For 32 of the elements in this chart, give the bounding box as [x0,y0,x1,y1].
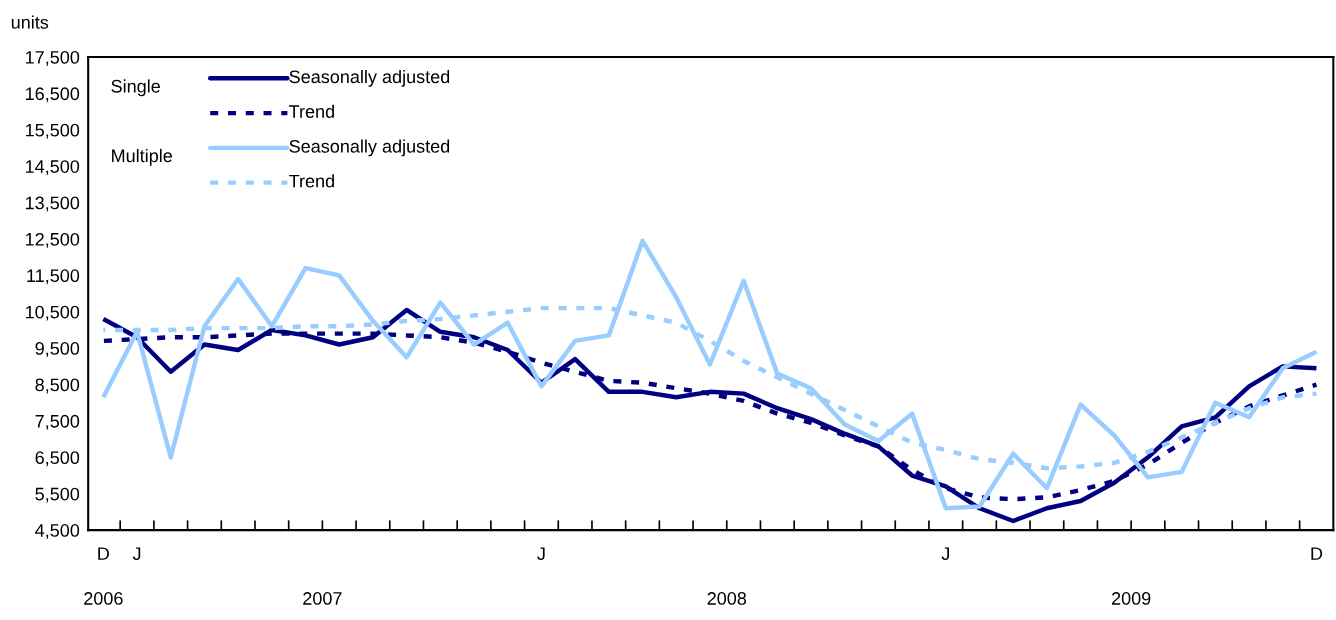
y-tick-label: 7,500 [35,414,80,430]
x-tick-label: J [132,547,141,561]
annotation: Multiple [112,148,172,166]
y-tick-label: 4,500 [35,524,80,539]
y-tick-label: 11,500 [27,269,80,285]
y-tick-label: 6,500 [35,451,80,467]
y-tick-label: 8,500 [35,378,80,394]
x-tick-label: D [1311,547,1323,560]
x-tick-label: J [941,547,949,561]
line-series [101,307,1319,524]
y-axis-title: units [11,15,49,29]
y-tick-label: 16,500 [26,87,80,103]
y-tick-label: 17,500 [26,50,80,66]
x-tick-label: J [537,547,545,561]
y-tick-label: 5,500 [35,487,80,503]
annotation: Single [111,79,160,97]
y-tick-label: 12,500 [26,232,80,248]
y-tick-label: 10,500 [26,305,80,321]
x-tick-label: D [98,547,109,560]
y-tick-label: 14,500 [26,160,80,176]
legend-label: Trend [289,104,334,118]
text: 2008 [707,592,747,605]
y-tick-label: 15,500 [26,123,80,139]
y-tick-label: 13,500 [26,196,80,212]
text: 2007 [303,592,342,605]
y-tick-label: 9,500 [35,342,80,358]
text: 2009 [1111,592,1151,605]
legend-label: Seasonally adjusted [289,139,450,157]
legend-label: Seasonally adjusted [289,69,450,87]
text: 2006 [84,592,123,605]
line-series [101,238,1319,511]
legend-label: Trend [289,174,334,188]
